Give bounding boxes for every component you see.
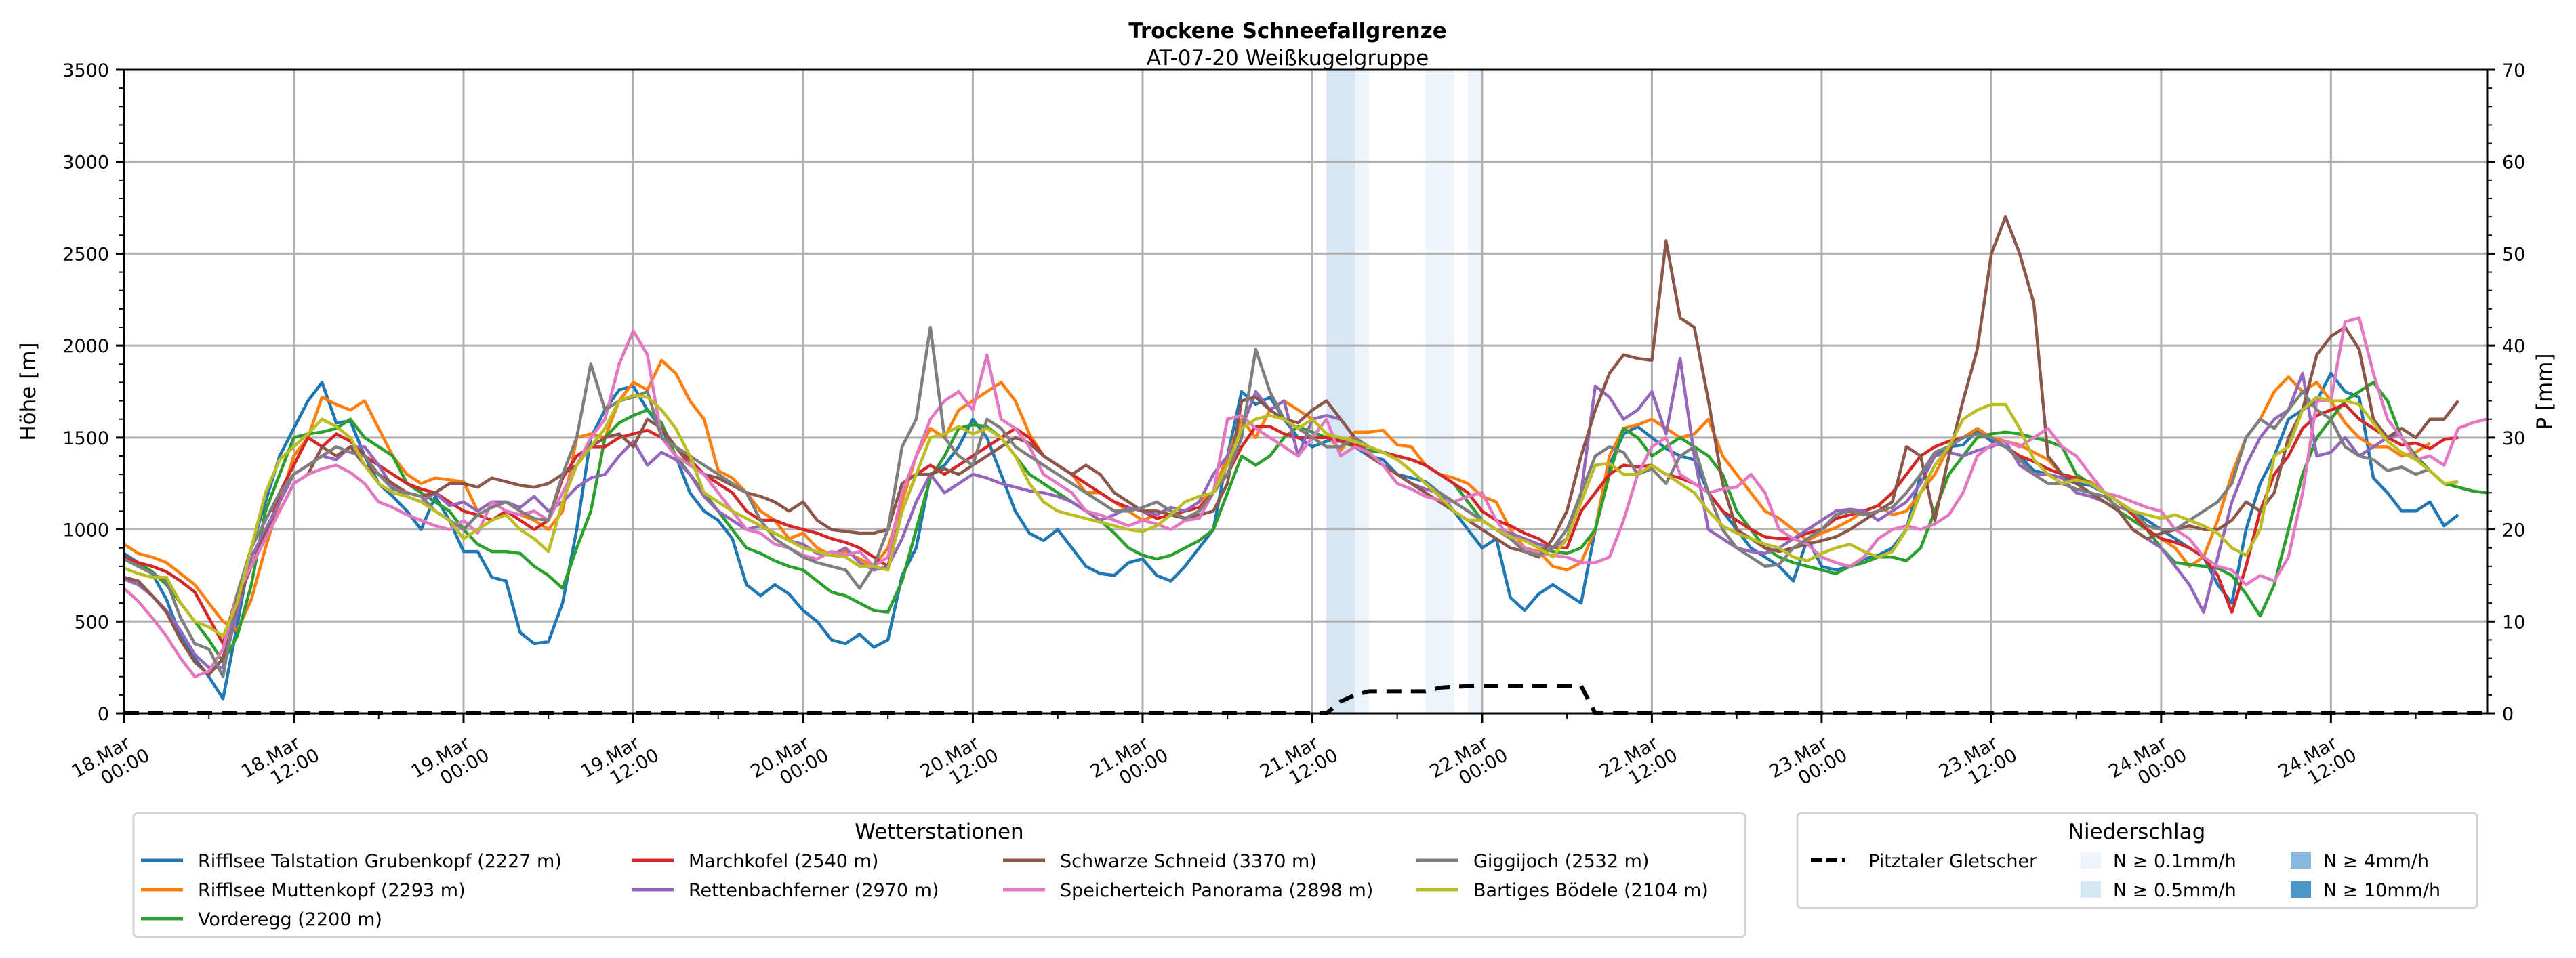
legend-label: Speicherteich Panorama (2898 m)	[1060, 880, 1373, 901]
precip-legend-label: N ≥ 0.1mm/h	[2113, 851, 2236, 872]
y2-tick-label: 30	[2502, 428, 2525, 449]
legend-label: Bartiges Bödele (2104 m)	[1473, 880, 1709, 901]
legend-label: Rifflsee Talstation Grubenkopf (2227 m)	[198, 851, 562, 872]
y2-tick-label: 20	[2502, 520, 2525, 541]
y2-tick-label: 50	[2502, 244, 2525, 265]
precip-legend-swatch	[2291, 852, 2311, 869]
legend-label: Marchkofel (2540 m)	[689, 851, 878, 872]
precip-legend-title: Niederschlag	[2068, 820, 2206, 844]
y2-tick-label: 0	[2502, 704, 2514, 725]
series-line-8	[123, 325, 2431, 678]
series-line-7	[123, 316, 2487, 678]
precip-legend-swatch	[2081, 881, 2101, 898]
series-line-9	[123, 394, 2459, 638]
precip-line	[124, 684, 2487, 715]
plot-frame	[123, 68, 2489, 715]
precip-line-group	[124, 684, 2487, 715]
stations-legend-title: Wetterstationen	[855, 820, 1023, 844]
legend-label: Rifflsee Muttenkopf (2293 m)	[198, 880, 466, 901]
precip-legend-swatch	[2291, 881, 2311, 898]
grid	[123, 68, 2487, 715]
y2-tick-label: 40	[2502, 336, 2525, 357]
y-tick-label: 2000	[62, 336, 109, 357]
precip-band	[1425, 70, 1454, 713]
precip-legend-label: N ≥ 4mm/h	[2323, 851, 2429, 872]
precip-band	[1355, 70, 1369, 713]
precip-legend: Niederschlag Pitztaler Gletscher N ≥ 0.1…	[1796, 812, 2478, 909]
precip-legend-swatch	[2081, 852, 2101, 869]
y2-tick-label: 60	[2502, 152, 2525, 173]
series-line-4	[123, 402, 2459, 646]
legend-label: Rettenbachferner (2970 m)	[689, 880, 939, 901]
legend-label: Vorderegg (2200 m)	[198, 909, 382, 930]
y-tick-label: 1500	[62, 428, 109, 449]
y2-tick-label: 10	[2502, 612, 2525, 633]
y-tick-label: 500	[74, 612, 109, 633]
precip-band	[1326, 70, 1355, 713]
stations-legend: Wetterstationen Rifflsee Talstation Grub…	[132, 812, 1746, 938]
y2-tick-label: 70	[2502, 60, 2525, 81]
precip-legend-label: N ≥ 10mm/h	[2323, 880, 2440, 901]
y-axis-label: Höhe [m]	[16, 342, 41, 440]
series-line-6	[123, 215, 2459, 677]
y-tick-label: 3000	[62, 152, 109, 173]
y-tick-label: 0	[98, 704, 109, 725]
precip-bands	[1326, 70, 1482, 713]
y-tick-label: 3500	[62, 60, 109, 81]
series-lines	[123, 215, 2487, 701]
y-tick-label: 2500	[62, 244, 109, 265]
legend-label: Schwarze Schneid (3370 m)	[1060, 851, 1317, 872]
y2-axis-label: P [mm]	[2533, 353, 2557, 430]
precip-legend-label: N ≥ 0.5mm/h	[2113, 880, 2236, 901]
chart-subtitle: AT-07-20 Weißkugelgruppe	[1147, 46, 1429, 70]
legend-label: Giggijoch (2532 m)	[1473, 851, 1649, 872]
chart-title: Trockene Schneefallgrenze	[1128, 19, 1447, 43]
precip-legend-line-label: Pitztaler Gletscher	[1868, 851, 2037, 872]
precip-band	[1468, 70, 1482, 713]
y-tick-label: 1000	[62, 520, 109, 541]
